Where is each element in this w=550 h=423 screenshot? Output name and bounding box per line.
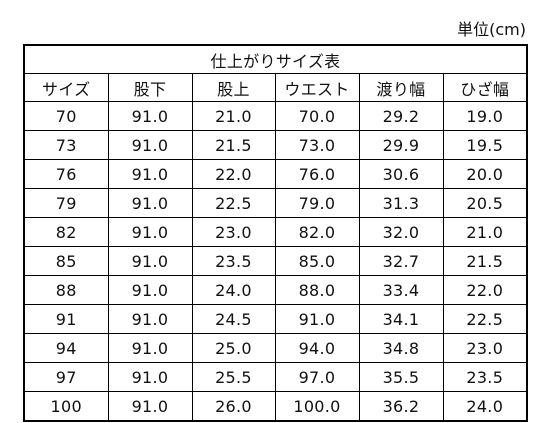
cell-inseam: 91.0	[107, 130, 193, 160]
cell-knee-width: 23.0	[442, 333, 528, 363]
cell-size: 73	[23, 130, 109, 160]
table-row: 91 91.0 24.5 91.0 34.1 22.5	[23, 304, 528, 334]
cell-knee-width: 19.0	[442, 101, 528, 131]
column-header-thigh-width: 渡り幅	[358, 73, 444, 102]
table-row: 76 91.0 22.0 76.0 30.6 20.0	[23, 159, 528, 189]
cell-rise: 25.0	[191, 333, 276, 363]
cell-size: 100	[23, 391, 109, 422]
cell-rise: 24.5	[191, 304, 276, 334]
cell-size: 76	[23, 159, 109, 189]
cell-knee-width: 20.5	[442, 188, 528, 218]
column-header-knee-width: ひざ幅	[442, 73, 528, 102]
column-header-inseam: 股下	[107, 73, 193, 102]
cell-thigh-width: 29.9	[358, 130, 444, 160]
cell-thigh-width: 36.2	[358, 391, 444, 422]
cell-rise: 23.0	[191, 217, 276, 247]
cell-knee-width: 20.0	[442, 159, 528, 189]
unit-label: 単位(cm)	[457, 20, 526, 39]
cell-waist: 82.0	[274, 217, 360, 247]
cell-inseam: 91.0	[107, 304, 193, 334]
table-row: 82 91.0 23.0 82.0 32.0 21.0	[23, 217, 528, 247]
cell-rise: 23.5	[191, 246, 276, 276]
cell-waist: 76.0	[274, 159, 360, 189]
table-title: 仕上がりサイズ表	[23, 44, 528, 74]
cell-inseam: 91.0	[107, 217, 193, 247]
cell-inseam: 91.0	[107, 275, 193, 305]
table-title-row: 仕上がりサイズ表	[23, 44, 528, 74]
cell-inseam: 91.0	[107, 159, 193, 189]
cell-waist: 94.0	[274, 333, 360, 363]
column-header-waist: ウエスト	[274, 73, 360, 102]
table-row: 94 91.0 25.0 94.0 34.8 23.0	[23, 333, 528, 363]
cell-inseam: 91.0	[107, 246, 193, 276]
cell-knee-width: 23.5	[442, 362, 528, 392]
table-row: 70 91.0 21.0 70.0 29.2 19.0	[23, 101, 528, 131]
cell-size: 70	[23, 101, 109, 131]
cell-inseam: 91.0	[107, 188, 193, 218]
table-body: 70 91.0 21.0 70.0 29.2 19.0 73 91.0 21.5 73.0 29.9…	[23, 101, 528, 422]
size-chart-table: 仕上がりサイズ表 サイズ 股下 股上 ウエスト 渡り幅 ひざ幅 70 91.0 21…	[23, 44, 529, 422]
cell-thigh-width: 33.4	[358, 275, 444, 305]
cell-size: 85	[23, 246, 109, 276]
cell-rise: 24.0	[191, 275, 276, 305]
cell-thigh-width: 35.5	[358, 362, 444, 392]
cell-thigh-width: 31.3	[358, 188, 444, 218]
cell-waist: 88.0	[274, 275, 360, 305]
cell-knee-width: 19.5	[442, 130, 528, 160]
cell-inseam: 91.0	[107, 333, 193, 363]
cell-waist: 100.0	[274, 391, 360, 422]
cell-size: 97	[23, 362, 109, 392]
cell-knee-width: 24.0	[442, 391, 528, 422]
table-row: 85 91.0 23.5 85.0 32.7 21.5	[23, 246, 528, 276]
cell-waist: 79.0	[274, 188, 360, 218]
cell-rise: 22.5	[191, 188, 276, 218]
cell-waist: 91.0	[274, 304, 360, 334]
cell-size: 82	[23, 217, 109, 247]
cell-waist: 97.0	[274, 362, 360, 392]
table-row: 100 91.0 26.0 100.0 36.2 24.0	[23, 391, 528, 422]
table-row: 79 91.0 22.5 79.0 31.3 20.5	[23, 188, 528, 218]
cell-inseam: 91.0	[107, 362, 193, 392]
cell-size: 88	[23, 275, 109, 305]
cell-knee-width: 21.5	[442, 246, 528, 276]
table-row: 97 91.0 25.5 97.0 35.5 23.5	[23, 362, 528, 392]
table-row: 73 91.0 21.5 73.0 29.9 19.5	[23, 130, 528, 160]
cell-inseam: 91.0	[107, 101, 193, 131]
table-row: 88 91.0 24.0 88.0 33.4 22.0	[23, 275, 528, 305]
cell-waist: 85.0	[274, 246, 360, 276]
cell-size: 79	[23, 188, 109, 218]
cell-thigh-width: 32.0	[358, 217, 444, 247]
cell-thigh-width: 34.1	[358, 304, 444, 334]
cell-thigh-width: 29.2	[358, 101, 444, 131]
cell-knee-width: 21.0	[442, 217, 528, 247]
cell-size: 91	[23, 304, 109, 334]
column-header-size: サイズ	[23, 73, 109, 102]
cell-rise: 25.5	[191, 362, 276, 392]
cell-knee-width: 22.5	[442, 304, 528, 334]
column-header-rise: 股上	[191, 73, 276, 102]
cell-waist: 73.0	[274, 130, 360, 160]
cell-size: 94	[23, 333, 109, 363]
table-header-row: サイズ 股下 股上 ウエスト 渡り幅 ひざ幅	[23, 73, 528, 102]
cell-rise: 21.5	[191, 130, 276, 160]
cell-inseam: 91.0	[107, 391, 193, 422]
cell-thigh-width: 30.6	[358, 159, 444, 189]
cell-rise: 21.0	[191, 101, 276, 131]
cell-knee-width: 22.0	[442, 275, 528, 305]
cell-thigh-width: 34.8	[358, 333, 444, 363]
cell-waist: 70.0	[274, 101, 360, 131]
cell-rise: 26.0	[191, 391, 276, 422]
cell-thigh-width: 32.7	[358, 246, 444, 276]
cell-rise: 22.0	[191, 159, 276, 189]
